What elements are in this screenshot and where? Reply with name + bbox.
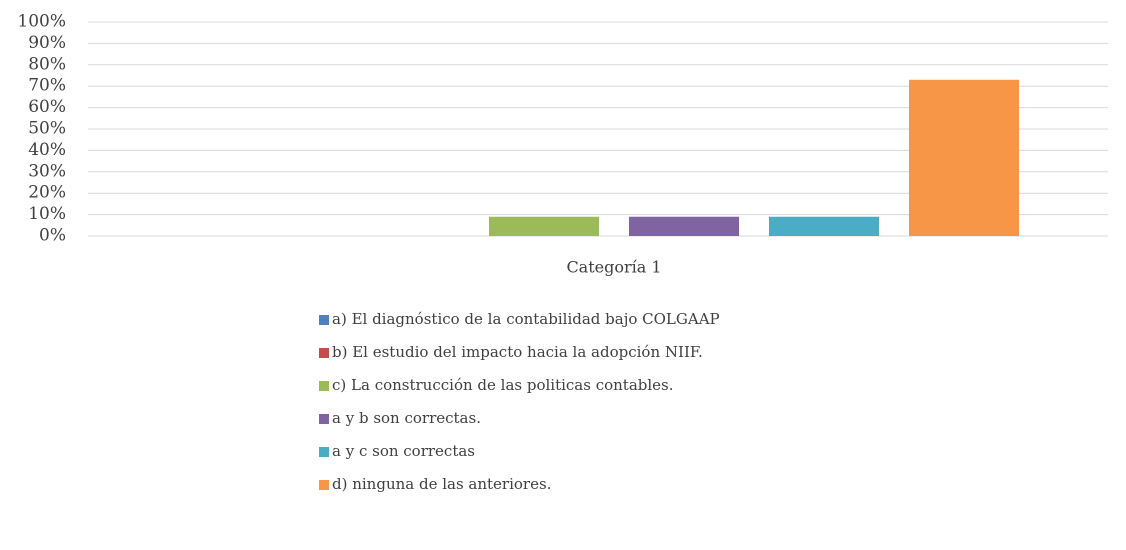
legend-swatch	[319, 348, 329, 358]
y-tick-label: 90%	[28, 33, 66, 53]
legend-swatch	[319, 381, 329, 391]
y-tick-label: 70%	[28, 76, 66, 96]
y-tick-label: 80%	[28, 54, 66, 74]
bar	[769, 216, 879, 236]
y-tick-label: 60%	[28, 97, 66, 117]
legend-swatch	[319, 480, 329, 490]
legend-swatch	[319, 447, 329, 457]
bar	[489, 216, 599, 236]
y-tick-label: 20%	[28, 183, 66, 203]
x-tick-label: Categoría 1	[566, 258, 661, 277]
bar	[909, 79, 1019, 236]
y-tick-label: 50%	[28, 119, 66, 139]
legend-label: b) El estudio del impacto hacia la adopc…	[332, 343, 703, 361]
y-tick-label: 0%	[39, 226, 66, 246]
y-tick-label: 30%	[28, 161, 66, 181]
bar	[629, 216, 739, 236]
legend-label: a y c son correctas	[332, 442, 475, 460]
y-tick-label: 40%	[28, 140, 66, 160]
legend-label: a y b son correctas.	[332, 409, 481, 427]
legend-label: d) ninguna de las anteriores.	[332, 475, 551, 493]
y-tick-label: 10%	[28, 204, 66, 224]
legend-label: c) La construcción de las politicas cont…	[332, 376, 674, 394]
legend-swatch	[319, 315, 329, 325]
legend-label: a) El diagnóstico de la contabilidad baj…	[332, 310, 720, 328]
legend-swatch	[319, 414, 329, 424]
y-tick-label: 100%	[17, 12, 66, 32]
